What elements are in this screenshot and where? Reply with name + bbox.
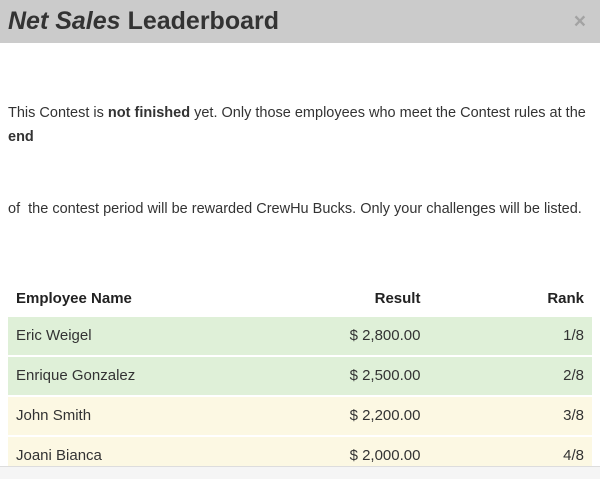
leaderboard-table: Employee Name Result Rank Eric Weigel $ … (8, 282, 592, 479)
column-header-rank: Rank (547, 290, 584, 307)
modal-header: Net Sales Leaderboard × (0, 0, 600, 43)
result-cell: $ 2,800.00 (311, 315, 429, 356)
table-row: Eric Weigel $ 2,800.00 1/8 (8, 315, 592, 356)
close-icon[interactable]: × (573, 10, 586, 33)
result-cell: $ 2,500.00 (311, 355, 429, 396)
modal-footer (0, 466, 600, 479)
description-line-1: This Contest is not finished yet. Only t… (8, 101, 592, 149)
employee-name-cell: Eric Weigel (8, 315, 312, 356)
table-row: Enrique Gonzalez $ 2,500.00 2/8 (8, 355, 592, 396)
contest-description: This Contest is not finished yet. Only t… (0, 43, 600, 282)
rank-cell: 1/8 (428, 315, 592, 356)
description-text: yet. Only those employees who meet the C… (190, 105, 590, 121)
contest-name: Net Sales (8, 7, 121, 35)
description-bold-end: end (8, 129, 34, 145)
column-header-employee-name: Employee Name (16, 290, 132, 307)
description-bold-not-finished: not finished (107, 105, 191, 121)
employee-name-cell: John Smith (8, 395, 312, 436)
result-cell: $ 2,200.00 (311, 395, 429, 436)
rank-cell: 3/8 (428, 395, 592, 436)
description-line-2: of the contest period will be rewarded C… (8, 201, 582, 217)
title-suffix: Leaderboard (127, 7, 279, 35)
table-row: John Smith $ 2,200.00 3/8 (8, 395, 592, 436)
rank-cell: 2/8 (428, 355, 592, 396)
table-header-row: Employee Name Result Rank (8, 282, 592, 316)
employee-name-cell: Enrique Gonzalez (8, 355, 312, 396)
column-header-result: Result (374, 290, 421, 307)
description-text: This Contest is (8, 105, 108, 121)
page-title: Net Sales Leaderboard (8, 7, 279, 36)
